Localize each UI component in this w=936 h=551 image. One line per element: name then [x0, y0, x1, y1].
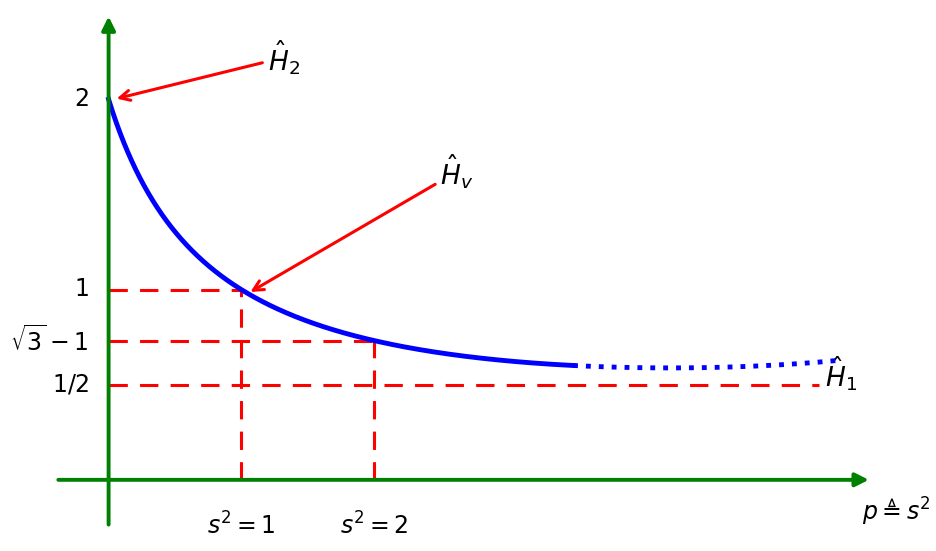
Text: $\hat{H}_2$: $\hat{H}_2$ [120, 38, 300, 100]
Text: $1/2$: $1/2$ [51, 372, 89, 397]
Text: $\sqrt{3}-1$: $\sqrt{3}-1$ [10, 325, 89, 356]
Text: $\hat{H}_v$: $\hat{H}_v$ [253, 152, 473, 290]
Text: $p \triangleq s^2$: $p \triangleq s^2$ [861, 496, 929, 528]
Text: $1$: $1$ [74, 278, 89, 301]
Text: $s^2=2$: $s^2=2$ [340, 512, 408, 539]
Text: $2$: $2$ [74, 88, 89, 111]
Text: $\hat{H}_1$: $\hat{H}_1$ [825, 354, 856, 393]
Text: $s^2=1$: $s^2=1$ [207, 512, 275, 539]
